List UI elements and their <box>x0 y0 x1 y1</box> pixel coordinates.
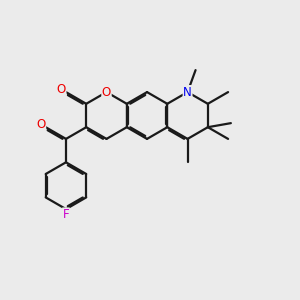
Text: N: N <box>183 85 192 99</box>
Text: O: O <box>57 83 66 96</box>
Text: O: O <box>102 85 111 99</box>
Text: O: O <box>36 118 46 131</box>
Text: F: F <box>63 208 69 221</box>
